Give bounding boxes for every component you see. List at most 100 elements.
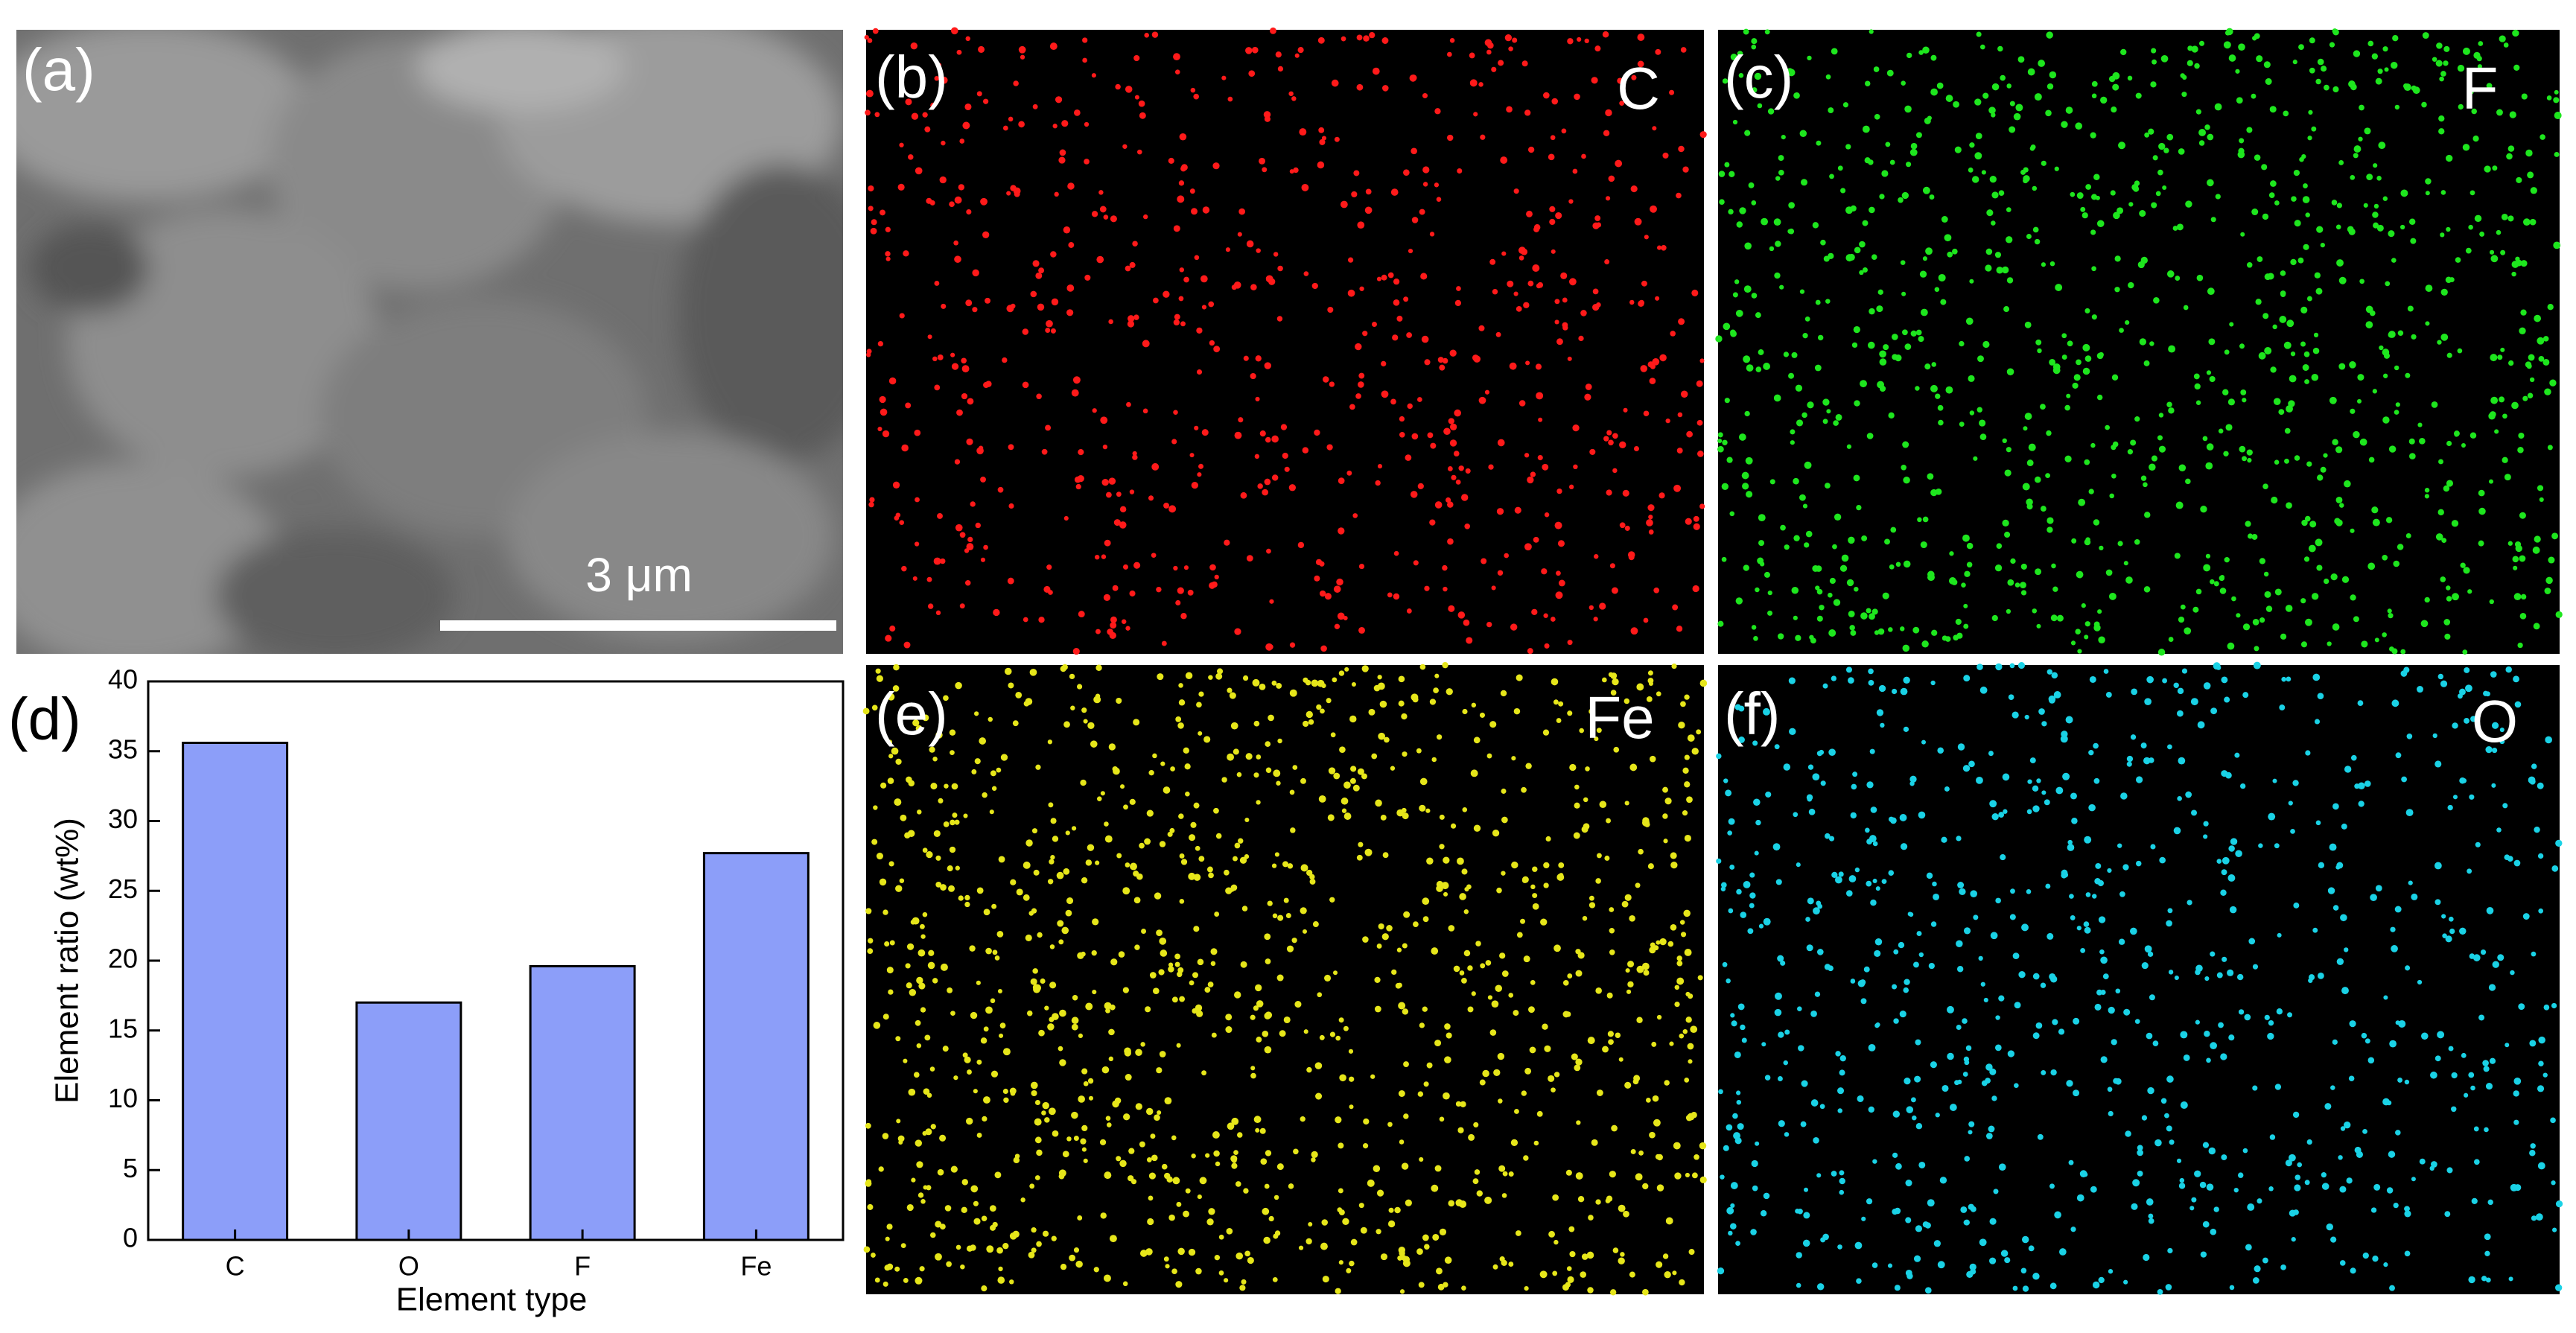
signal-dot: [2034, 238, 2041, 245]
signal-dot: [1807, 796, 1813, 802]
signal-dot: [1288, 484, 1297, 491]
signal-dot: [2091, 93, 2097, 99]
signal-dot: [1682, 166, 1689, 173]
signal-dot: [1478, 82, 1483, 87]
signal-dot: [2283, 341, 2292, 349]
signal-dot: [1478, 396, 1486, 404]
signal-dot: [922, 714, 929, 722]
signal-dot: [2522, 395, 2528, 401]
signal-dot: [2253, 661, 2261, 669]
signal-dot: [864, 35, 869, 40]
signal-dot: [1576, 1120, 1581, 1125]
signal-dot: [932, 978, 938, 984]
signal-dot: [1429, 232, 1435, 237]
signal-dot: [2146, 1198, 2154, 1206]
signal-dot: [1553, 1072, 1560, 1078]
signal-dot: [1791, 587, 1799, 594]
signal-dot: [2400, 189, 2408, 197]
signal-dot: [2555, 611, 2563, 618]
signal-dot: [1869, 613, 1875, 620]
signal-dot: [1140, 1042, 1145, 1047]
signal-dot: [2446, 585, 2451, 591]
signal-dot: [1685, 518, 1692, 525]
signal-dot: [1890, 526, 1897, 533]
signal-dot: [2022, 483, 2030, 491]
signal-dot: [1441, 882, 1449, 890]
signal-dot: [1751, 293, 1758, 299]
signal-dot: [1504, 553, 1510, 559]
signal-dot: [1358, 372, 1365, 379]
signal-dot: [2404, 1210, 2411, 1218]
signal-dot: [1892, 334, 1898, 340]
signal-dot: [1277, 738, 1282, 744]
signal-dot: [2152, 1040, 2159, 1046]
signal-dot: [1985, 248, 1993, 255]
signal-dot: [2020, 582, 2026, 589]
signal-dot: [2141, 1115, 2148, 1121]
signal-dot: [2135, 92, 2142, 99]
signal-dot: [896, 1119, 901, 1124]
signal-dot: [1273, 769, 1281, 777]
panel-label: (b): [875, 44, 948, 110]
signal-dot: [1805, 917, 1810, 922]
signal-dot: [2110, 190, 2116, 196]
signal-dot: [1115, 83, 1121, 90]
signal-dot: [1327, 306, 1334, 314]
signal-dot: [1102, 444, 1108, 450]
signal-dot: [994, 1171, 1002, 1179]
signal-dot: [2462, 649, 2468, 655]
signal-dot: [1237, 232, 1242, 237]
bar: [529, 965, 636, 1241]
signal-dot: [2207, 133, 2214, 141]
signal-dot: [1351, 191, 1358, 198]
signal-dot: [1105, 1008, 1110, 1014]
signal-dot: [1784, 1029, 1790, 1035]
signal-dot: [1561, 128, 1567, 134]
signal-dot: [2336, 958, 2344, 965]
signal-dot: [2465, 247, 2472, 254]
signal-dot: [1884, 538, 1890, 545]
signal-dot: [1175, 716, 1182, 722]
signal-dot: [1400, 1255, 1407, 1261]
signal-dot: [2510, 1183, 2518, 1192]
signal-dot: [1050, 251, 1057, 258]
signal-dot: [2041, 160, 2047, 166]
signal-dot: [1326, 444, 1333, 451]
signal-dot: [1168, 962, 1174, 967]
signal-dot: [2160, 1098, 2167, 1104]
signal-dot: [2440, 71, 2446, 77]
signal-dot: [2294, 1184, 2301, 1192]
signal-dot: [2316, 226, 2324, 233]
signal-dot: [1190, 87, 1196, 93]
signal-dot: [932, 356, 938, 362]
signal-dot: [2467, 868, 2472, 874]
signal-dot: [1471, 991, 1476, 996]
signal-dot: [2141, 962, 2149, 970]
signal-dot: [2389, 1040, 2397, 1048]
signal-dot: [2367, 1057, 2375, 1064]
signal-dot: [1996, 543, 2003, 549]
signal-dot: [1651, 1041, 1657, 1047]
signal-dot: [886, 1263, 894, 1270]
signal-dot: [2538, 908, 2544, 914]
signal-dot: [1406, 332, 1413, 338]
signal-dot: [1094, 554, 1100, 560]
signal-dot: [1110, 215, 1117, 223]
signal-dot: [1523, 302, 1530, 308]
signal-dot: [1312, 921, 1319, 928]
signal-dot: [1941, 1084, 1949, 1092]
signal-dot: [1783, 1060, 1788, 1066]
signal-dot: [973, 1200, 979, 1206]
y-axis-label: Element ratio (wt%): [49, 818, 86, 1104]
signal-dot: [1180, 321, 1186, 327]
signal-dot: [1729, 865, 1735, 870]
signal-dot: [2202, 1142, 2210, 1148]
signal-dot: [1481, 558, 1487, 564]
signal-dot: [2144, 132, 2150, 138]
signal-dot: [1521, 786, 1527, 793]
signal-dot: [1329, 897, 1335, 903]
signal-dot: [880, 782, 887, 789]
signal-dot: [1799, 130, 1807, 137]
signal-dot: [1577, 1196, 1585, 1203]
signal-dot: [1047, 739, 1053, 745]
